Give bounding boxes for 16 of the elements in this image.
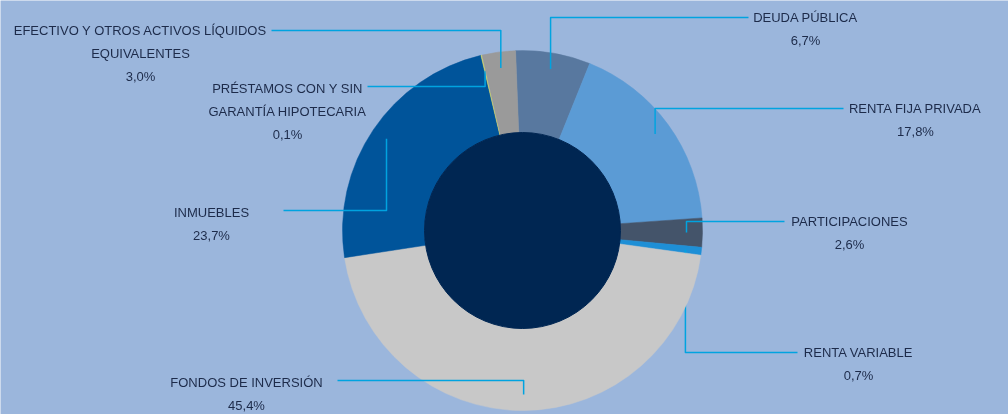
data-label: 0,7%: [843, 368, 874, 383]
data-label: 3,0%: [125, 69, 156, 84]
data-label: 6,7%: [790, 33, 821, 48]
data-label: 2,6%: [834, 237, 865, 252]
slice-label: PARTICIPACIONES: [791, 214, 908, 229]
data-label: 45,4%: [228, 398, 266, 413]
slice-label: RENTA FIJA PRIVADA: [848, 101, 981, 116]
slice-label: PRÉSTAMOS CON Y SIN GARANTÍA HIPOTECARIA: [208, 81, 367, 119]
slice-label: RENTA VARIABLE: [803, 345, 913, 360]
data-label: 17,8%: [897, 124, 935, 139]
slice-label: INMUEBLES: [173, 205, 250, 220]
slice-label: EFECTIVO Y OTROS ACTIVOS LÍQUIDOS EQUIVALENTES: [13, 23, 267, 61]
data-label: 0,1%: [272, 127, 303, 142]
slice-label: FONDOS DE INVERSIÓN: [170, 375, 323, 390]
slice-label: DEUDA PÚBLICA: [753, 10, 858, 25]
data-label: 23,7%: [193, 228, 231, 243]
